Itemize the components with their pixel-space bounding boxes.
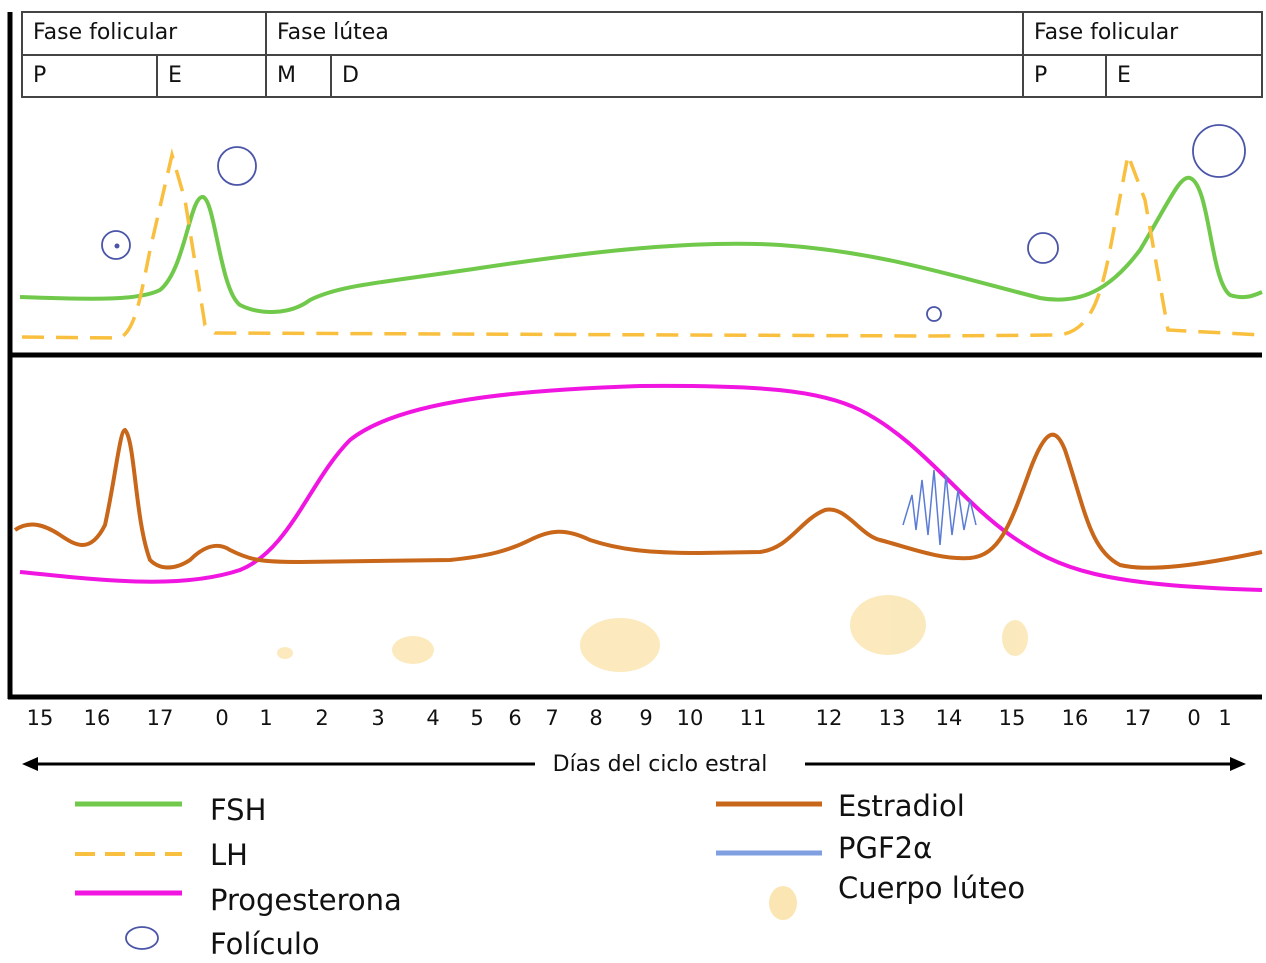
day-label: 15 — [27, 706, 54, 730]
day-label: 14 — [936, 706, 963, 730]
subphase-label: D — [342, 63, 359, 88]
day-label: 8 — [589, 706, 602, 730]
day-label: 17 — [1125, 706, 1152, 730]
phase-label: Fase folicular — [33, 20, 178, 45]
fsh-curve — [20, 178, 1262, 312]
day-label: 15 — [999, 706, 1026, 730]
subphase-label: M — [277, 63, 296, 88]
day-label: 17 — [147, 706, 174, 730]
arrow-head — [22, 757, 38, 771]
subphase-label: E — [1117, 63, 1131, 88]
axis-label: Días del ciclo estral — [553, 752, 768, 777]
legend-label: Estradiol — [838, 789, 965, 823]
pgf2a-pulses — [903, 470, 976, 545]
phase-label: Fase lútea — [277, 20, 389, 45]
day-label: 3 — [371, 706, 384, 730]
day-label: 12 — [816, 706, 843, 730]
day-label: 1 — [259, 706, 272, 730]
day-label: 13 — [879, 706, 906, 730]
estradiol-curve — [15, 430, 1262, 568]
legend-label: LH — [210, 838, 248, 872]
day-label: 1 — [1218, 706, 1231, 730]
day-label: 16 — [1062, 706, 1089, 730]
day-label: 11 — [740, 706, 767, 730]
day-label: 0 — [1187, 706, 1200, 730]
day-label: 4 — [426, 706, 439, 730]
phase-label: Fase folicular — [1034, 20, 1179, 45]
follicle-dot — [115, 244, 120, 249]
legend-swatch — [126, 927, 158, 949]
legend-label: Cuerpo lúteo — [838, 871, 1025, 905]
day-label: 2 — [315, 706, 328, 730]
follicles — [102, 125, 1245, 321]
legend-label: Progesterona — [210, 883, 402, 917]
arrow-head — [1230, 757, 1246, 771]
subphase-label: P — [33, 63, 46, 88]
legend-label: FSH — [210, 793, 266, 827]
subphase-label: E — [168, 63, 182, 88]
estrous-cycle-diagram: Fase folicular Fase lútea Fase folicular… — [0, 0, 1266, 963]
legend-label: Folículo — [210, 927, 320, 961]
day-label: 6 — [508, 706, 521, 730]
day-label: 0 — [215, 706, 228, 730]
day-label: 16 — [84, 706, 111, 730]
day-label: 5 — [470, 706, 483, 730]
day-label: 9 — [639, 706, 652, 730]
corpus-luteum — [277, 595, 1028, 672]
legend-label: PGF2α — [838, 831, 932, 865]
day-label: 10 — [677, 706, 704, 730]
legend-swatch — [769, 886, 797, 920]
subphase-label: P — [1034, 63, 1047, 88]
day-label: 7 — [545, 706, 558, 730]
